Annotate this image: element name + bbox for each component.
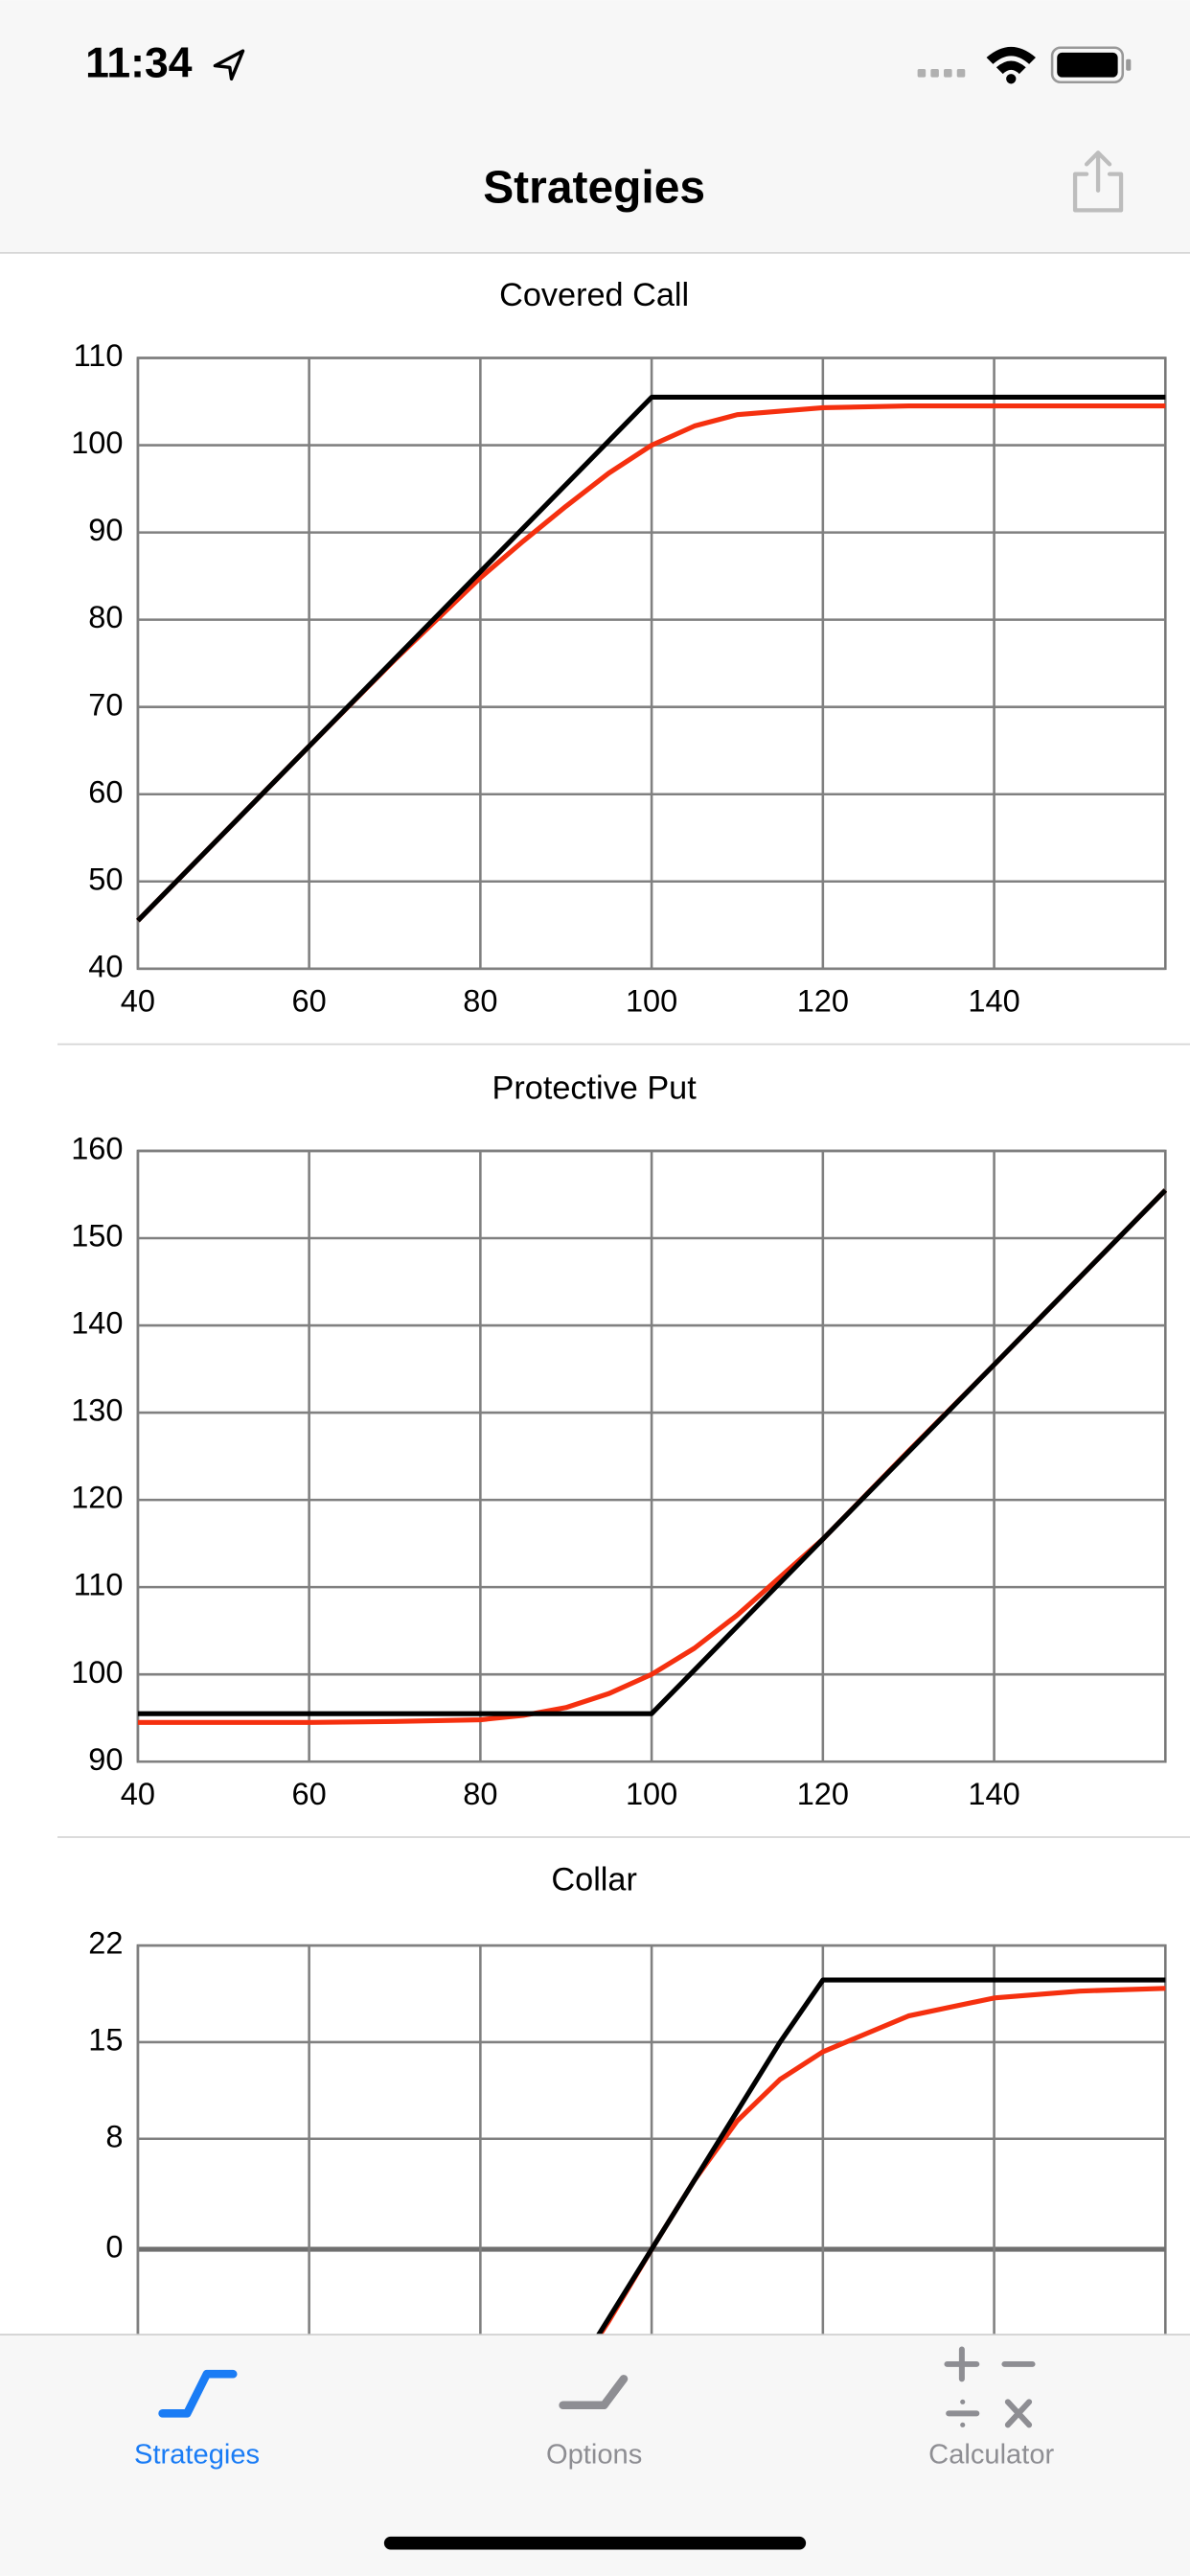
x-tick-label: 120	[797, 983, 849, 1018]
x-tick-label: 40	[121, 983, 155, 1018]
chart: Protective Put 90 100 110 120 130 140 150 160 40 6…	[71, 1070, 1168, 1811]
x-tick-label: 140	[968, 983, 1019, 1018]
y-tick-label: 40	[88, 949, 123, 983]
tab-label[interactable]: Strategies	[134, 2440, 260, 2471]
x-tick-label: 120	[797, 1777, 849, 1811]
x-tick-label: 80	[463, 1777, 497, 1811]
y-tick-label: 15	[88, 2023, 123, 2058]
x-tick-label: 100	[626, 983, 677, 1018]
options-icon[interactable]	[559, 2375, 629, 2410]
y-tick-label: 90	[88, 1742, 123, 1777]
tab-label[interactable]: Calculator	[928, 2440, 1054, 2471]
strategies-icon[interactable]	[158, 2369, 238, 2418]
x-tick-label: 40	[121, 1777, 155, 1811]
y-tick-label: 70	[88, 687, 123, 722]
y-tick-label: 150	[71, 1219, 123, 1254]
status-time: 11:34	[85, 39, 193, 86]
x-tick-label: 80	[463, 983, 497, 1018]
y-tick-label: 100	[71, 1655, 123, 1690]
tab-bar: Strategies Options Calculator	[0, 2334, 1190, 2576]
tab-bar-background	[0, 2334, 1190, 2576]
chart: Covered Call 40 50 60 70 80 90 100 110 40 60 80 100 1…	[71, 277, 1167, 1018]
y-tick-label: 160	[71, 1132, 123, 1166]
y-tick-label: 80	[88, 600, 123, 634]
x-tick-label: 140	[968, 1777, 1019, 1811]
nav-background	[0, 0, 1190, 253]
chart-title: Protective Put	[492, 1070, 698, 1107]
y-tick-label: 100	[71, 426, 123, 460]
y-tick-label: 60	[88, 774, 123, 809]
signal-icon	[917, 69, 966, 78]
y-tick-label: 140	[71, 1306, 123, 1341]
chart-title: Collar	[551, 1861, 636, 1898]
share-button[interactable]	[1072, 150, 1124, 213]
y-tick-label: 110	[74, 338, 124, 373]
y-tick-label: 120	[71, 1481, 123, 1515]
series-line	[136, 394, 1166, 923]
series-line	[137, 1188, 1168, 1716]
battery-icon	[1050, 46, 1132, 84]
y-tick-label: 22	[88, 1926, 123, 1961]
x-tick-label: 100	[626, 1777, 677, 1811]
nav-title: Strategies	[483, 162, 705, 213]
location-icon	[213, 49, 245, 81]
calculator-icon[interactable]	[944, 2346, 1036, 2428]
y-tick-label: 8	[105, 2119, 123, 2153]
y-tick-label: 130	[71, 1393, 123, 1428]
tab-label[interactable]: Options	[546, 2440, 642, 2471]
home-indicator	[383, 2536, 807, 2550]
chart-title: Covered Call	[499, 277, 689, 313]
x-tick-label: 60	[292, 1777, 327, 1811]
y-tick-label: 50	[88, 862, 123, 896]
y-tick-label: 90	[88, 513, 123, 547]
y-tick-label: 0	[105, 2230, 123, 2265]
x-tick-label: 60	[292, 983, 327, 1018]
wifi-icon	[986, 46, 1036, 84]
y-tick-label: 110	[74, 1568, 124, 1602]
